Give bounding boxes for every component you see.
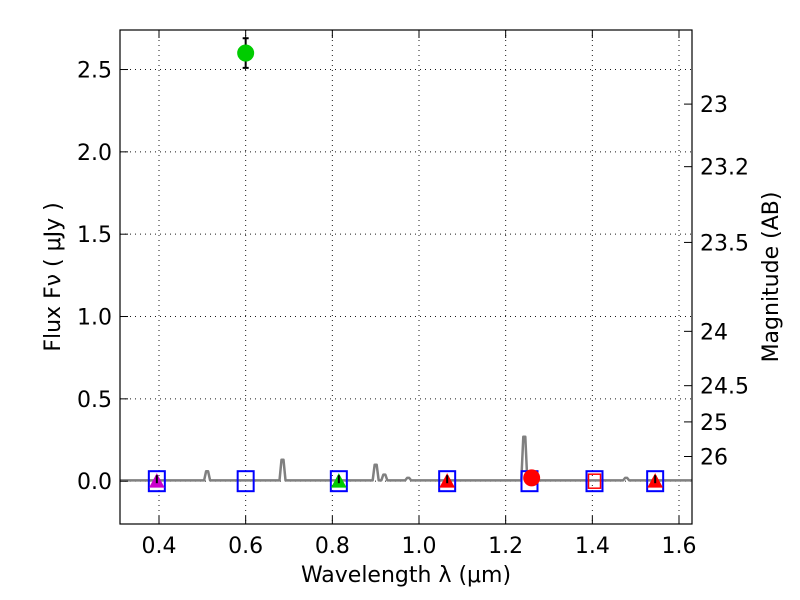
data-points: [147, 37, 665, 493]
model-photometry-box: [585, 470, 604, 493]
y2-axis-label: Magnitude (AB): [759, 192, 784, 363]
x-tick-label: 0.4: [142, 534, 177, 559]
x-axis: 0.4 0.6 0.8 1.0 1.2 1.4 1.6: [142, 30, 697, 559]
y2-tick-label: 24.5: [700, 375, 749, 400]
y2-tick-label: 23.2: [700, 156, 749, 181]
y2-tick-label: 25: [700, 411, 728, 436]
model-photometry-box: [236, 470, 255, 493]
y2-tick-label: 24: [700, 320, 728, 345]
y-tick-label: 1.0: [77, 306, 112, 331]
x-tick-label: 1.2: [488, 534, 523, 559]
model-spectrum-line: [120, 435, 692, 482]
red-open-box: [587, 473, 602, 489]
x-axis-label: Wavelength λ (μm): [301, 563, 511, 588]
model-photometry-box: [646, 470, 665, 493]
model-spectrum: [120, 435, 692, 482]
x-tick-label: 0.8: [315, 534, 350, 559]
y2-tick-label: 26: [700, 445, 728, 470]
x-tick-label: 1.6: [662, 534, 697, 559]
model-photometry-box: [329, 470, 348, 493]
y-tick-label: 0.5: [77, 388, 112, 413]
y-tick-label: 2.0: [77, 141, 112, 166]
x-tick-label: 1.0: [402, 534, 437, 559]
y2-axis: 23 23.2 23.5 24 24.5 25 26: [684, 93, 749, 470]
x-tick-label: 0.6: [228, 534, 263, 559]
y2-tick-label: 23.5: [700, 231, 749, 256]
y-axis: 0.0 0.5 1.0 1.5 2.0 2.5: [77, 59, 128, 495]
observed-point: [523, 469, 541, 487]
observed-point: [237, 44, 255, 62]
y-tick-label: 0.0: [77, 470, 112, 495]
y-tick-label: 1.5: [77, 223, 112, 248]
plot-background: [120, 30, 692, 524]
y2-tick-label: 23: [700, 93, 728, 118]
y-axis-label: Flux Fν ( μJy ): [41, 202, 66, 351]
model-photometry-box: [147, 470, 166, 493]
y-tick-label: 2.5: [77, 59, 112, 84]
plot-frame: [119, 29, 693, 525]
x-tick-label: 1.4: [575, 534, 610, 559]
model-photometry-box: [438, 470, 457, 493]
